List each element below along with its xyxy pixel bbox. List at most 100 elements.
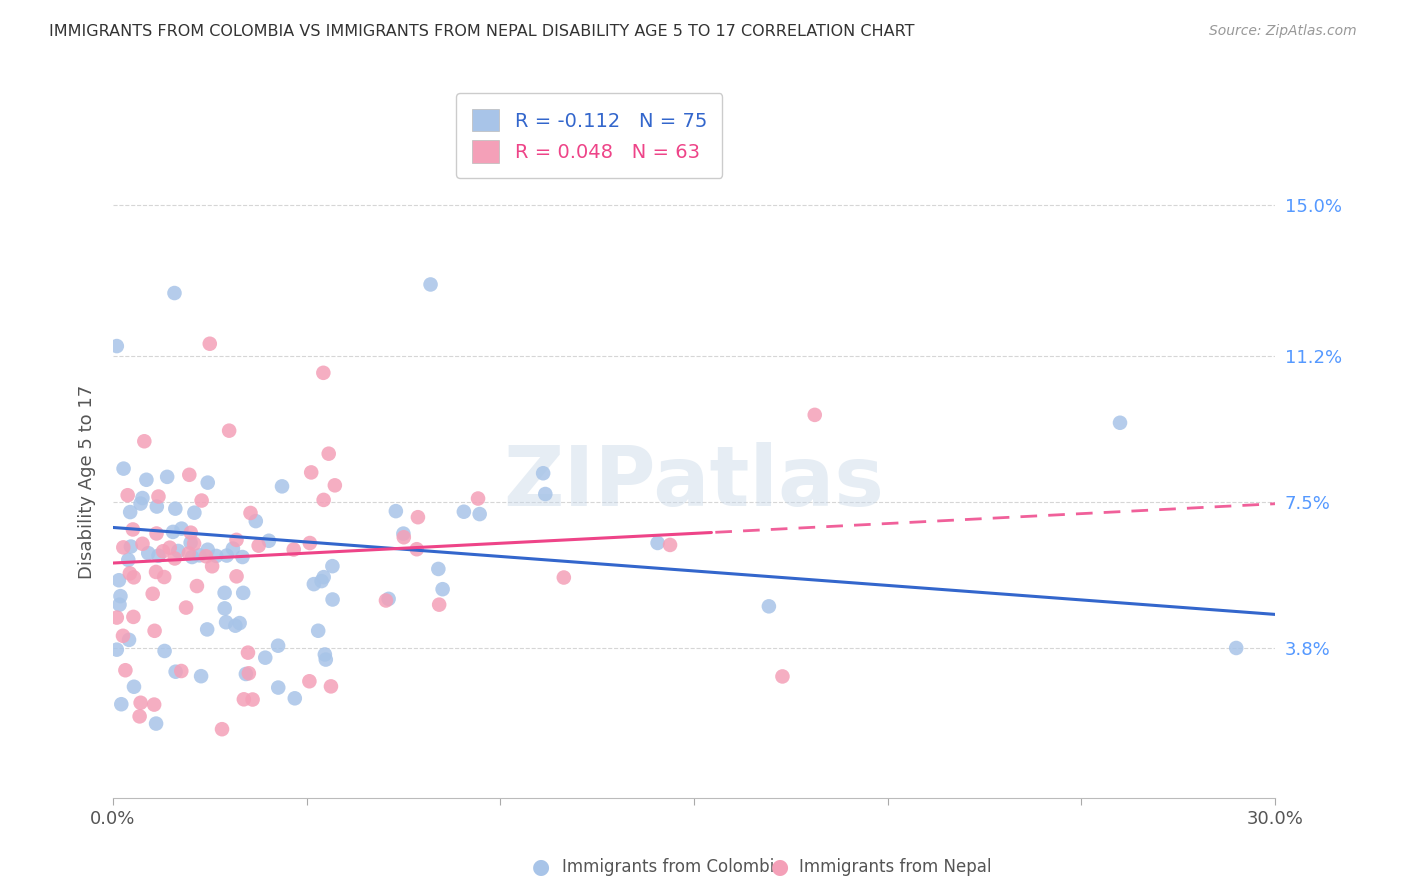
Point	[239, 506, 262, 520]
Point	[392, 530, 415, 544]
Point	[319, 679, 342, 693]
Point	[228, 616, 250, 631]
Point	[214, 601, 236, 615]
Point	[112, 461, 135, 475]
Point	[257, 533, 280, 548]
Point	[170, 522, 193, 536]
Point	[170, 664, 193, 678]
Point	[131, 491, 153, 505]
Point	[214, 586, 236, 600]
Point	[312, 366, 335, 380]
Point	[197, 542, 219, 557]
Point	[323, 478, 346, 492]
Point	[131, 537, 153, 551]
Text: ●: ●	[772, 857, 789, 877]
Point	[231, 549, 253, 564]
Point	[152, 544, 174, 558]
Point	[312, 570, 335, 584]
Point	[236, 646, 259, 660]
Point	[406, 510, 429, 524]
Point	[318, 447, 340, 461]
Point	[267, 681, 290, 695]
Point	[122, 570, 145, 584]
Text: Immigrants from Nepal: Immigrants from Nepal	[799, 858, 991, 876]
Point	[194, 549, 217, 564]
Point	[314, 648, 336, 662]
Point	[129, 497, 152, 511]
Point	[392, 526, 415, 541]
Point	[242, 692, 264, 706]
Point	[143, 698, 166, 712]
Point	[128, 709, 150, 723]
Point	[467, 491, 489, 506]
Point	[553, 570, 575, 584]
Point	[803, 408, 825, 422]
Point	[647, 536, 669, 550]
Point	[190, 669, 212, 683]
Point	[105, 339, 128, 353]
Point	[211, 722, 233, 736]
Point	[1225, 640, 1247, 655]
Point	[120, 505, 142, 519]
Point	[105, 610, 128, 624]
Point	[377, 591, 399, 606]
Point	[143, 624, 166, 638]
Point	[225, 533, 247, 547]
Point	[385, 504, 408, 518]
Point	[145, 526, 167, 541]
Text: Immigrants from Colombia: Immigrants from Colombia	[562, 858, 785, 876]
Point	[167, 544, 190, 558]
Point	[117, 488, 139, 502]
Text: ●: ●	[533, 857, 550, 877]
Point	[163, 551, 186, 566]
Point	[186, 579, 208, 593]
Point	[299, 466, 322, 480]
Point	[534, 487, 557, 501]
Point	[235, 667, 257, 681]
Point	[254, 650, 277, 665]
Point	[427, 598, 450, 612]
Point	[190, 493, 212, 508]
Point	[224, 618, 246, 632]
Point	[134, 434, 156, 449]
Point	[180, 535, 202, 549]
Point	[232, 586, 254, 600]
Point	[122, 680, 145, 694]
Point	[146, 500, 169, 514]
Point	[148, 549, 170, 563]
Point	[322, 592, 344, 607]
Point	[218, 424, 240, 438]
Point	[163, 286, 186, 301]
Point	[122, 523, 145, 537]
Point	[197, 475, 219, 490]
Point	[232, 692, 254, 706]
Point	[179, 467, 201, 482]
Point	[105, 642, 128, 657]
Point	[531, 467, 554, 481]
Point	[198, 336, 221, 351]
Point	[311, 574, 333, 588]
Point	[148, 490, 170, 504]
Point	[188, 549, 211, 563]
Text: IMMIGRANTS FROM COLOMBIA VS IMMIGRANTS FROM NEPAL DISABILITY AGE 5 TO 17 CORRELA: IMMIGRANTS FROM COLOMBIA VS IMMIGRANTS F…	[49, 24, 915, 39]
Point	[183, 506, 205, 520]
Point	[405, 542, 427, 557]
Point	[283, 542, 305, 557]
Point	[117, 553, 139, 567]
Point	[153, 644, 176, 658]
Text: Source: ZipAtlas.com: Source: ZipAtlas.com	[1209, 24, 1357, 38]
Point	[758, 599, 780, 614]
Point	[162, 524, 184, 539]
Legend: R = -0.112   N = 75, R = 0.048   N = 63: R = -0.112 N = 75, R = 0.048 N = 63	[456, 94, 723, 178]
Y-axis label: Disability Age 5 to 17: Disability Age 5 to 17	[79, 385, 96, 579]
Point	[120, 540, 142, 554]
Point	[110, 589, 132, 603]
Point	[153, 570, 176, 584]
Point	[298, 674, 321, 689]
Point	[165, 665, 187, 679]
Point	[271, 479, 294, 493]
Point	[315, 652, 337, 666]
Point	[145, 565, 167, 579]
Point	[375, 593, 398, 607]
Point	[247, 539, 270, 553]
